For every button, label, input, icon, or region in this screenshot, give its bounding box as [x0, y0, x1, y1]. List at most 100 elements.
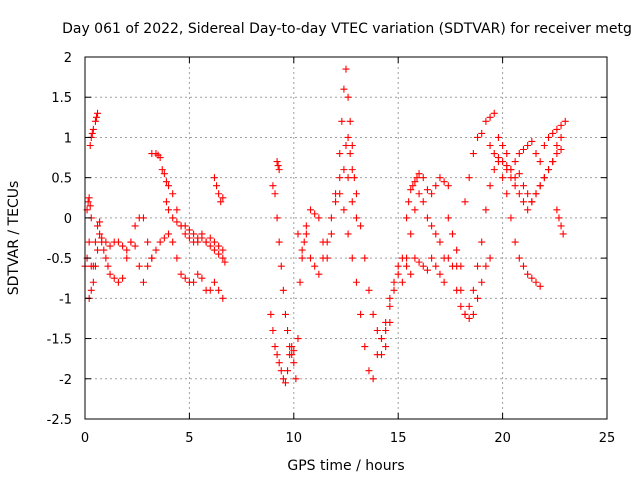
data-point [515, 170, 523, 178]
data-point [290, 347, 298, 355]
data-point [394, 270, 402, 278]
data-point [288, 351, 296, 359]
data-point [219, 194, 227, 202]
data-point [419, 174, 427, 182]
data-point [524, 141, 532, 149]
data-point [524, 270, 532, 278]
data-point [453, 246, 461, 254]
data-point [519, 146, 527, 154]
data-point [86, 202, 94, 210]
data-point [440, 178, 448, 186]
data-point [474, 262, 482, 270]
data-point [119, 242, 127, 250]
data-point [478, 129, 486, 137]
grid [85, 57, 607, 419]
data-point [469, 286, 477, 294]
data-point [206, 242, 214, 250]
data-point [181, 222, 189, 230]
x-axis-label: GPS time / hours [287, 458, 404, 474]
data-point [428, 222, 436, 230]
data-point [302, 222, 310, 230]
data-point [332, 198, 340, 206]
data-point [352, 278, 360, 286]
data-point [369, 310, 377, 318]
data-point [390, 286, 398, 294]
data-point [96, 230, 104, 238]
data-point [557, 222, 565, 230]
data-point [448, 230, 456, 238]
data-point [428, 190, 436, 198]
data-point [503, 150, 511, 158]
y-tick-label: 1 [64, 131, 72, 146]
data-point [511, 182, 519, 190]
data-point [131, 242, 139, 250]
data-point [457, 302, 465, 310]
data-point [436, 174, 444, 182]
data-point [190, 230, 198, 238]
data-point [386, 294, 394, 302]
data-point [269, 182, 277, 190]
data-point [444, 214, 452, 222]
data-point [346, 117, 354, 125]
data-point [94, 222, 102, 230]
data-point [123, 246, 131, 254]
data-point [98, 234, 106, 242]
data-point [382, 327, 390, 335]
data-point [89, 262, 97, 270]
data-point [352, 214, 360, 222]
data-point [440, 278, 448, 286]
x-tick-label: 15 [390, 431, 407, 446]
data-point [139, 214, 147, 222]
data-point [194, 234, 202, 242]
data-point [284, 327, 292, 335]
data-point [423, 214, 431, 222]
data-point [135, 262, 143, 270]
data-point [217, 198, 225, 206]
data-point [348, 141, 356, 149]
data-point [515, 150, 523, 158]
y-tick-label: -1.5 [47, 333, 72, 348]
data-point [344, 93, 352, 101]
data-point [342, 65, 350, 73]
data-point [114, 238, 122, 246]
data-point [394, 262, 402, 270]
data-point [545, 166, 553, 174]
data-point [91, 238, 99, 246]
data-point [277, 367, 285, 375]
data-point [499, 141, 507, 149]
data-point [419, 198, 427, 206]
data-point [92, 113, 100, 121]
data-point [89, 278, 97, 286]
data-point [486, 254, 494, 262]
data-point [461, 198, 469, 206]
data-point [185, 226, 193, 234]
data-point [553, 206, 561, 214]
data-point [194, 270, 202, 278]
y-tick-label: 0 [64, 212, 72, 227]
data-point [474, 294, 482, 302]
data-point [215, 250, 223, 258]
data-point [296, 278, 304, 286]
data-point [555, 214, 563, 222]
plot-frame [84, 56, 608, 420]
data-point [465, 174, 473, 182]
data-point [350, 174, 358, 182]
data-point [336, 174, 344, 182]
data-point [386, 302, 394, 310]
data-point [210, 238, 218, 246]
data-point [181, 230, 189, 238]
data-point [94, 246, 102, 254]
data-point [104, 262, 112, 270]
data-point [361, 343, 369, 351]
data-point [88, 129, 96, 137]
data-point [405, 198, 413, 206]
data-point [165, 206, 173, 214]
data-point [219, 254, 227, 262]
data-point [528, 137, 536, 145]
data-point [332, 190, 340, 198]
data-point [411, 206, 419, 214]
data-point [219, 294, 227, 302]
x-tick-labels: 0 5 10 15 20 25 [81, 431, 615, 446]
y-tick-label: -1 [59, 292, 72, 307]
